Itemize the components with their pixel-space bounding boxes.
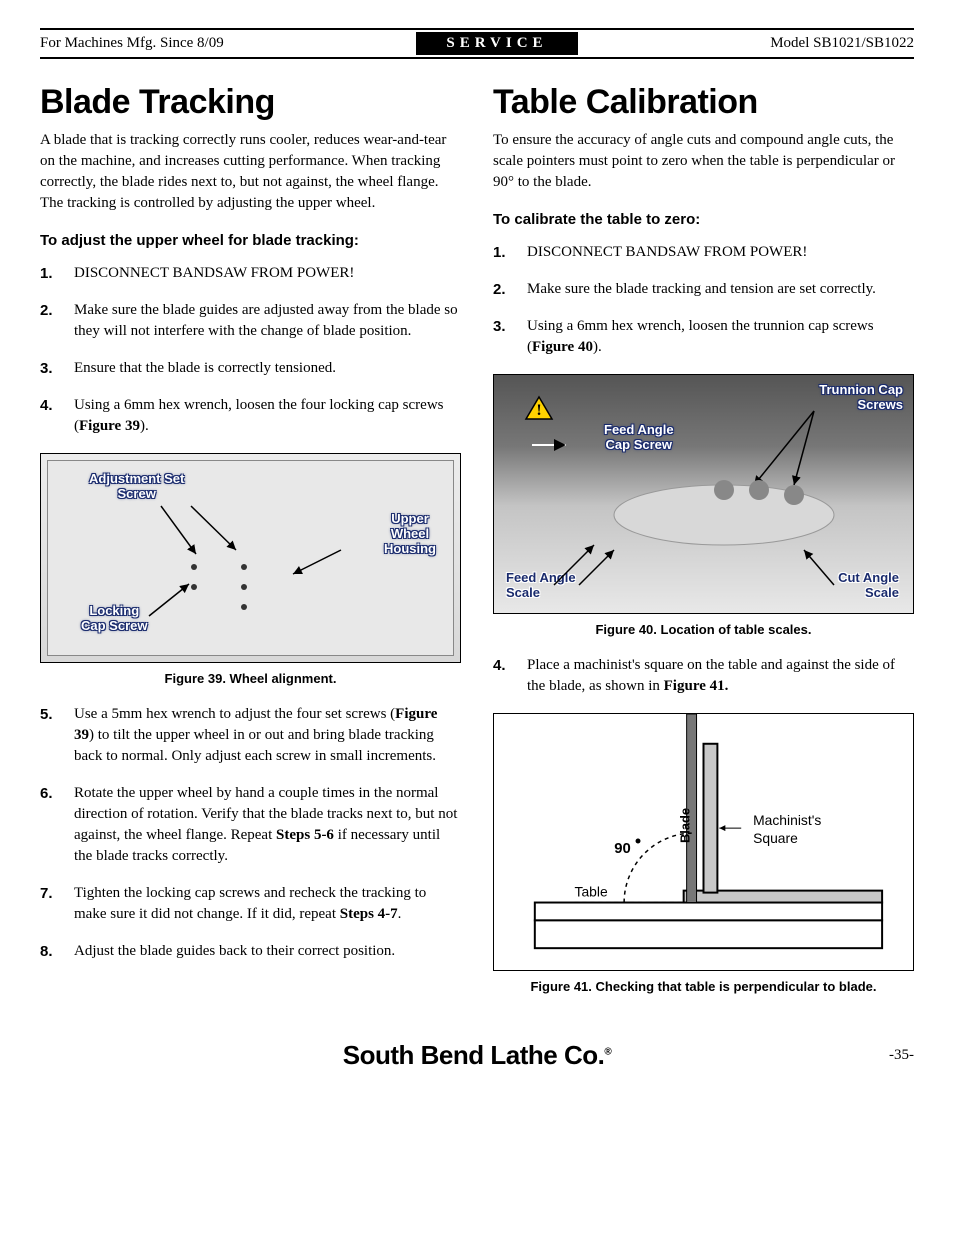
step-item: Make sure the blade guides are adjusted … xyxy=(40,300,461,342)
step-item: Place a machinist's square on the table … xyxy=(493,655,914,697)
step-item: DISCONNECT BANDSAW FROM POWER! xyxy=(40,263,461,284)
left-title: Blade Tracking xyxy=(40,83,461,122)
left-column: Blade Tracking A blade that is tracking … xyxy=(40,83,461,1012)
svg-text:Table: Table xyxy=(575,884,608,900)
header-center-badge: SERVICE xyxy=(416,32,577,55)
step-item: DISCONNECT BANDSAW FROM POWER! xyxy=(493,242,914,263)
figure-39-caption: Figure 39. Wheel alignment. xyxy=(40,671,461,686)
fig41-diagram: 90 Blade Machinist's Square Table xyxy=(494,714,913,970)
right-steps-1: DISCONNECT BANDSAW FROM POWER! Make sure… xyxy=(493,242,914,358)
figure-41-caption: Figure 41. Checking that table is perpen… xyxy=(493,979,914,994)
fig40-arrows xyxy=(494,375,913,613)
two-column-layout: Blade Tracking A blade that is tracking … xyxy=(40,83,914,1012)
step-item: Tighten the locking cap screws and reche… xyxy=(40,883,461,925)
header-left-text: For Machines Mfg. Since 8/09 xyxy=(40,35,224,52)
step-item: Rotate the upper wheel by hand a couple … xyxy=(40,783,461,867)
right-subheading: To calibrate the table to zero: xyxy=(493,211,914,228)
header-right-text: Model SB1021/SB1022 xyxy=(770,35,914,52)
right-intro: To ensure the accuracy of angle cuts and… xyxy=(493,130,914,193)
footer-company: South Bend Lathe Co.® xyxy=(343,1040,611,1071)
step-item: Adjust the blade guides back to their co… xyxy=(40,941,461,962)
right-steps-2: Place a machinist's square on the table … xyxy=(493,655,914,697)
page-footer: South Bend Lathe Co.® -35- xyxy=(40,1040,914,1071)
left-intro: A blade that is tracking correctly runs … xyxy=(40,130,461,214)
left-subheading: To adjust the upper wheel for blade trac… xyxy=(40,232,461,249)
step-item: Make sure the blade tracking and tension… xyxy=(493,279,914,300)
figure-39: Adjustment SetScrew UpperWheelHousing Lo… xyxy=(40,453,461,663)
svg-text:Square: Square xyxy=(753,830,798,846)
right-column: Table Calibration To ensure the accuracy… xyxy=(493,83,914,1012)
step-item: Using a 6mm hex wrench, loosen the trunn… xyxy=(493,316,914,358)
step-item: Use a 5mm hex wrench to adjust the four … xyxy=(40,704,461,767)
svg-text:90: 90 xyxy=(614,841,631,857)
step-item: Ensure that the blade is correctly tensi… xyxy=(40,358,461,379)
figure-40: ! Trunnion CapScrews Feed AngleCap Screw… xyxy=(493,374,914,614)
figure-40-caption: Figure 40. Location of table scales. xyxy=(493,622,914,637)
fig39-arrows xyxy=(41,454,460,662)
figure-41: 90 Blade Machinist's Square Table xyxy=(493,713,914,971)
left-steps-1: DISCONNECT BANDSAW FROM POWER! Make sure… xyxy=(40,263,461,437)
step-item: Using a 6mm hex wrench, loosen the four … xyxy=(40,395,461,437)
page-header: For Machines Mfg. Since 8/09 SERVICE Mod… xyxy=(40,28,914,59)
svg-text:Blade: Blade xyxy=(678,808,693,843)
left-steps-2: Use a 5mm hex wrench to adjust the four … xyxy=(40,704,461,962)
right-title: Table Calibration xyxy=(493,83,914,122)
page-number: -35- xyxy=(889,1047,914,1064)
svg-text:Machinist's: Machinist's xyxy=(753,812,821,828)
